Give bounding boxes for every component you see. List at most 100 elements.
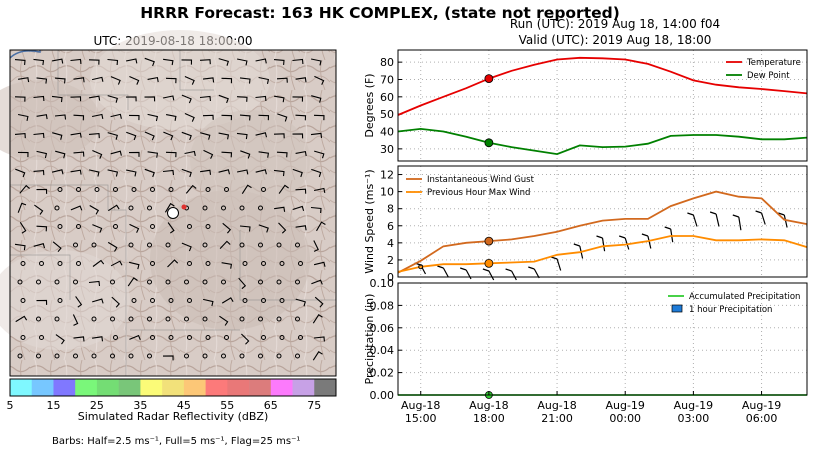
colorbar-segment xyxy=(31,379,54,396)
colorbar: 5 15 25 35 45 55 65 75 xyxy=(7,378,337,412)
calm-wind-marker xyxy=(20,335,26,340)
wind-barb xyxy=(92,149,103,159)
colorbar-frame xyxy=(9,378,337,397)
wind-barb xyxy=(33,95,45,102)
calm-wind-marker xyxy=(261,335,266,340)
county-boundary xyxy=(57,50,129,110)
legend-swatch xyxy=(671,304,683,313)
wind-barb xyxy=(239,114,251,121)
colorbar-tick-label: 35 xyxy=(133,399,147,412)
y-tick-label: 0.04 xyxy=(370,344,395,357)
colorbar-segment xyxy=(249,379,272,396)
calm-wind-marker xyxy=(205,261,211,266)
calm-wind-marker xyxy=(113,224,118,229)
wind-barb xyxy=(185,184,197,194)
wind-barb xyxy=(641,233,652,249)
calm-wind-marker xyxy=(17,279,23,285)
wind-barb xyxy=(88,59,100,65)
wind-barb xyxy=(255,95,267,102)
y-tick-label: 70 xyxy=(380,73,394,86)
wind-barb xyxy=(184,75,195,85)
calm-wind-marker xyxy=(165,279,171,285)
wind-barb xyxy=(54,114,67,120)
wind-barb xyxy=(482,268,495,281)
calm-wind-marker xyxy=(298,261,303,266)
calm-wind-marker xyxy=(57,187,63,192)
calm-wind-marker xyxy=(54,316,60,322)
calm-wind-marker xyxy=(91,316,97,322)
wind-barb xyxy=(221,151,233,158)
wind-barb xyxy=(128,151,140,157)
wind-barb xyxy=(273,59,285,65)
wind-barb xyxy=(313,336,325,342)
calm-wind-marker xyxy=(187,261,192,266)
calm-wind-marker xyxy=(91,353,97,359)
wind-barb xyxy=(36,299,48,305)
colorbar-segment xyxy=(292,379,315,396)
county-boundary xyxy=(239,230,336,301)
x-tick-label: Aug-18 xyxy=(469,399,508,412)
plot-area xyxy=(398,50,807,161)
wind-barb xyxy=(295,150,307,157)
legend-label: Temperature xyxy=(746,58,801,68)
calm-wind-marker xyxy=(184,353,189,359)
wind-barb xyxy=(128,114,140,121)
wind-barb xyxy=(276,151,288,158)
wind-barb xyxy=(165,77,177,84)
wind-barb xyxy=(162,355,174,361)
wind-barb xyxy=(144,131,155,141)
wind-barb xyxy=(54,77,66,84)
colorbar-segment xyxy=(227,379,250,396)
calm-wind-marker xyxy=(36,279,41,285)
wind-barb xyxy=(108,204,120,212)
valid-label: Valid (UTC): 2019 Aug 18, 18:00 xyxy=(518,33,712,47)
wind-barb xyxy=(184,150,196,157)
wind-barb xyxy=(218,94,229,104)
wind-barb xyxy=(91,113,104,120)
wind-barb xyxy=(258,151,270,158)
calm-wind-marker xyxy=(150,224,155,229)
x-tick-label: Aug-18 xyxy=(401,399,440,412)
calm-wind-marker xyxy=(202,242,208,248)
y-tick-label: 2 xyxy=(387,254,394,267)
wind-barb xyxy=(72,314,79,326)
calm-wind-marker xyxy=(187,224,192,229)
calm-wind-marker xyxy=(224,187,229,192)
wind-barb xyxy=(107,169,119,177)
calm-wind-marker xyxy=(36,353,41,359)
wind-barb xyxy=(295,188,307,194)
calm-wind-marker xyxy=(261,261,266,266)
wind-barb xyxy=(52,241,62,253)
wind-barb xyxy=(128,261,140,270)
colorbar-segment xyxy=(118,379,141,396)
colorbar-tick-label: 55 xyxy=(220,399,234,412)
calm-wind-marker xyxy=(39,335,44,340)
wind-barb xyxy=(73,114,85,121)
wind-barb xyxy=(33,58,45,66)
calm-wind-marker xyxy=(187,298,192,303)
y-tick-label: 50 xyxy=(380,108,394,121)
wind-barb xyxy=(314,296,324,308)
calm-wind-marker xyxy=(276,353,282,359)
wind-barb xyxy=(310,132,323,138)
series-line xyxy=(397,235,808,273)
y-tick-label: 80 xyxy=(380,56,394,69)
colorbar-segment xyxy=(205,379,228,396)
wind-barb xyxy=(241,333,250,345)
wind-barb xyxy=(313,261,326,267)
wind-barb xyxy=(33,243,46,249)
plot-area xyxy=(398,283,807,395)
wind-barb xyxy=(311,279,323,285)
current-time-marker xyxy=(484,138,494,148)
y-tick-label: 0.10 xyxy=(370,277,395,290)
wind-barb xyxy=(15,315,28,323)
calm-wind-marker xyxy=(258,316,263,322)
calm-wind-marker xyxy=(131,187,137,192)
wind-barb xyxy=(310,58,322,66)
wind-barb xyxy=(292,133,304,139)
calm-wind-marker xyxy=(128,205,134,211)
calm-wind-marker xyxy=(205,335,211,340)
calm-wind-marker xyxy=(76,224,81,229)
fire-location-marker xyxy=(181,204,187,210)
wind-barb xyxy=(312,314,323,324)
